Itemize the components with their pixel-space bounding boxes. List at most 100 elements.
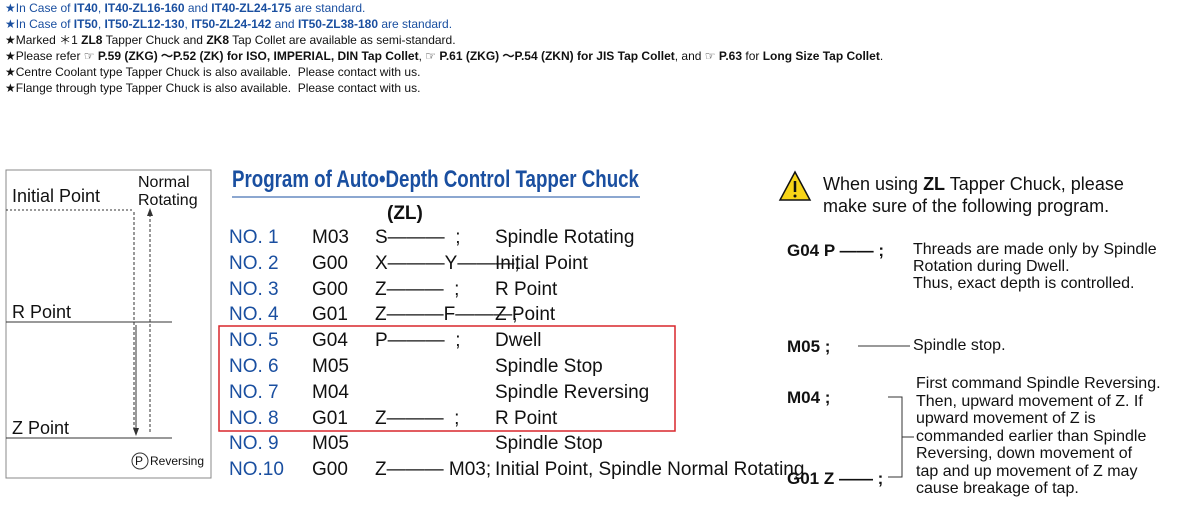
- text: and: [184, 1, 212, 15]
- text: ZK8: [206, 33, 229, 47]
- shared-text: Reversing, down movement of: [916, 445, 1133, 462]
- diagram-box: [5, 169, 212, 479]
- item-text: Rotation during Dwell.: [913, 258, 1070, 275]
- text: Long Size Tap Collet: [762, 49, 880, 63]
- row-no: NO. 5: [229, 330, 279, 352]
- text: for: [742, 49, 763, 63]
- row-code: G00: [312, 459, 348, 481]
- program-title: Program of Auto•Depth Control Tapper Chu…: [232, 166, 639, 193]
- row-code: M04: [312, 381, 349, 403]
- item-text: Spindle stop.: [913, 337, 1006, 354]
- item-code: M05 ;: [787, 337, 831, 356]
- row-desc: Spindle Stop: [495, 356, 603, 377]
- bracket: [888, 396, 914, 478]
- text: ,: [97, 1, 105, 15]
- row-no: NO. 4: [229, 304, 279, 326]
- row-code: G00: [312, 278, 348, 300]
- note: ★Centre Coolant type Tapper Chuck is als…: [5, 66, 420, 78]
- text: ,: [97, 17, 105, 31]
- text: IT40: [73, 1, 98, 15]
- item-text: Threads are made only by Spindle: [913, 241, 1157, 258]
- note: ★Please refer ☞ P.59 (ZKG) ～P.52 (ZK) fo…: [5, 50, 883, 62]
- text: ★Marked ＊1: [5, 33, 82, 47]
- row-desc: R Point: [495, 278, 558, 300]
- row-code: G01: [312, 304, 348, 326]
- text: ★Centre Coolant type Tapper Chuck is als…: [5, 65, 421, 79]
- text: are standard.: [291, 1, 366, 15]
- text: ★Flange through type Tapper Chuck is als…: [5, 81, 421, 95]
- arrow: [133, 428, 139, 436]
- text: and: [271, 17, 298, 31]
- text: P.61 (ZKG) ～P.54 (ZKN) for JIS Tap Colle…: [439, 49, 675, 63]
- p-circle: [131, 452, 149, 470]
- text: Tap Collet are available as semi-standar…: [229, 33, 456, 47]
- highlight-box: [218, 325, 676, 432]
- row-args: Z——— ;: [375, 407, 460, 429]
- text: Tapper Chuck and: [102, 33, 207, 47]
- label: P: [135, 454, 144, 468]
- text: are standard.: [378, 17, 453, 31]
- text: IT50: [73, 17, 98, 31]
- note: ★In Case of IT40, IT40-ZL16-160 and IT40…: [5, 2, 365, 14]
- row-no: NO. 8: [229, 407, 279, 429]
- arrow: [147, 208, 153, 216]
- row-args: Z———F———;: [375, 304, 518, 326]
- text: IT40-ZL24-175: [211, 1, 292, 15]
- shared-text: commanded earlier than Spindle: [916, 427, 1147, 445]
- label: Normal: [138, 174, 190, 191]
- row-desc: R Point: [495, 407, 558, 429]
- label: R Point: [12, 302, 72, 322]
- text: IT50-ZL38-180: [297, 17, 378, 31]
- row-args: Z——— ;: [375, 278, 460, 300]
- text: IT50-ZL12-130: [104, 17, 185, 31]
- text: ★In Case of: [5, 17, 74, 31]
- note: ★Flange through type Tapper Chuck is als…: [5, 82, 420, 94]
- text: P.59 (ZKG) ～P.52 (ZK) for ISO, IMPERIAL,…: [97, 49, 419, 63]
- row-args: S——— ;: [375, 227, 461, 248]
- label: Z Point: [12, 418, 70, 438]
- row-no: NO. 2: [229, 252, 279, 274]
- text: ,: [184, 17, 192, 31]
- note: ★Marked ＊1 ZL8 Tapper Chuck and ZK8 Tap …: [5, 34, 456, 46]
- text: P.63: [718, 49, 743, 63]
- text: IT50-ZL24-142: [191, 17, 272, 31]
- row-code: G00: [312, 252, 348, 274]
- warning-line: make sure of the following program.: [823, 196, 1110, 216]
- label: Reversing: [150, 454, 205, 468]
- item-code: M04 ;: [787, 388, 831, 407]
- row-code: G04: [312, 330, 348, 352]
- text: ZL8: [81, 33, 103, 47]
- text: , ☞: [418, 49, 440, 63]
- item-code: G01 Z —— ;: [787, 469, 884, 488]
- note: ★In Case of IT50, IT50-ZL12-130, IT50-ZL…: [5, 18, 452, 30]
- row-desc: Z Point: [495, 304, 556, 326]
- text: When using: [823, 174, 924, 194]
- label: Rotating: [138, 192, 198, 209]
- shared-text: tap and up movement of Z may: [916, 462, 1138, 480]
- row-desc: Spindle Reversing: [495, 381, 650, 403]
- shared-text: cause breakage of tap.: [916, 480, 1079, 497]
- text: IT40-ZL16-160: [104, 1, 185, 15]
- row-no: NO. 9: [229, 433, 279, 455]
- warning-dot: [793, 194, 797, 198]
- item-code: G04 P —— ;: [787, 241, 884, 260]
- row-args: Z——— M03;: [375, 459, 492, 481]
- row-no: NO.10: [229, 459, 284, 481]
- row-code: M05: [312, 356, 349, 377]
- row-desc: Spindle Rotating: [495, 227, 635, 248]
- item-text: Thus, exact depth is controlled.: [913, 275, 1135, 292]
- program-subtitle: (ZL): [387, 203, 423, 224]
- row-no: NO. 7: [229, 381, 279, 403]
- label: Initial Point: [12, 186, 101, 206]
- row-args: X———Y———;: [375, 252, 520, 274]
- shared-text: upward movement of Z is: [916, 410, 1096, 427]
- text: ★In Case of: [5, 1, 74, 15]
- row-desc: Dwell: [495, 330, 542, 352]
- row-no: NO. 3: [229, 278, 279, 300]
- shared-text: First command Spindle Reversing.: [916, 375, 1161, 392]
- text: .: [879, 49, 884, 63]
- row-desc: Initial Point: [495, 252, 588, 274]
- row-no: NO. 6: [229, 356, 279, 377]
